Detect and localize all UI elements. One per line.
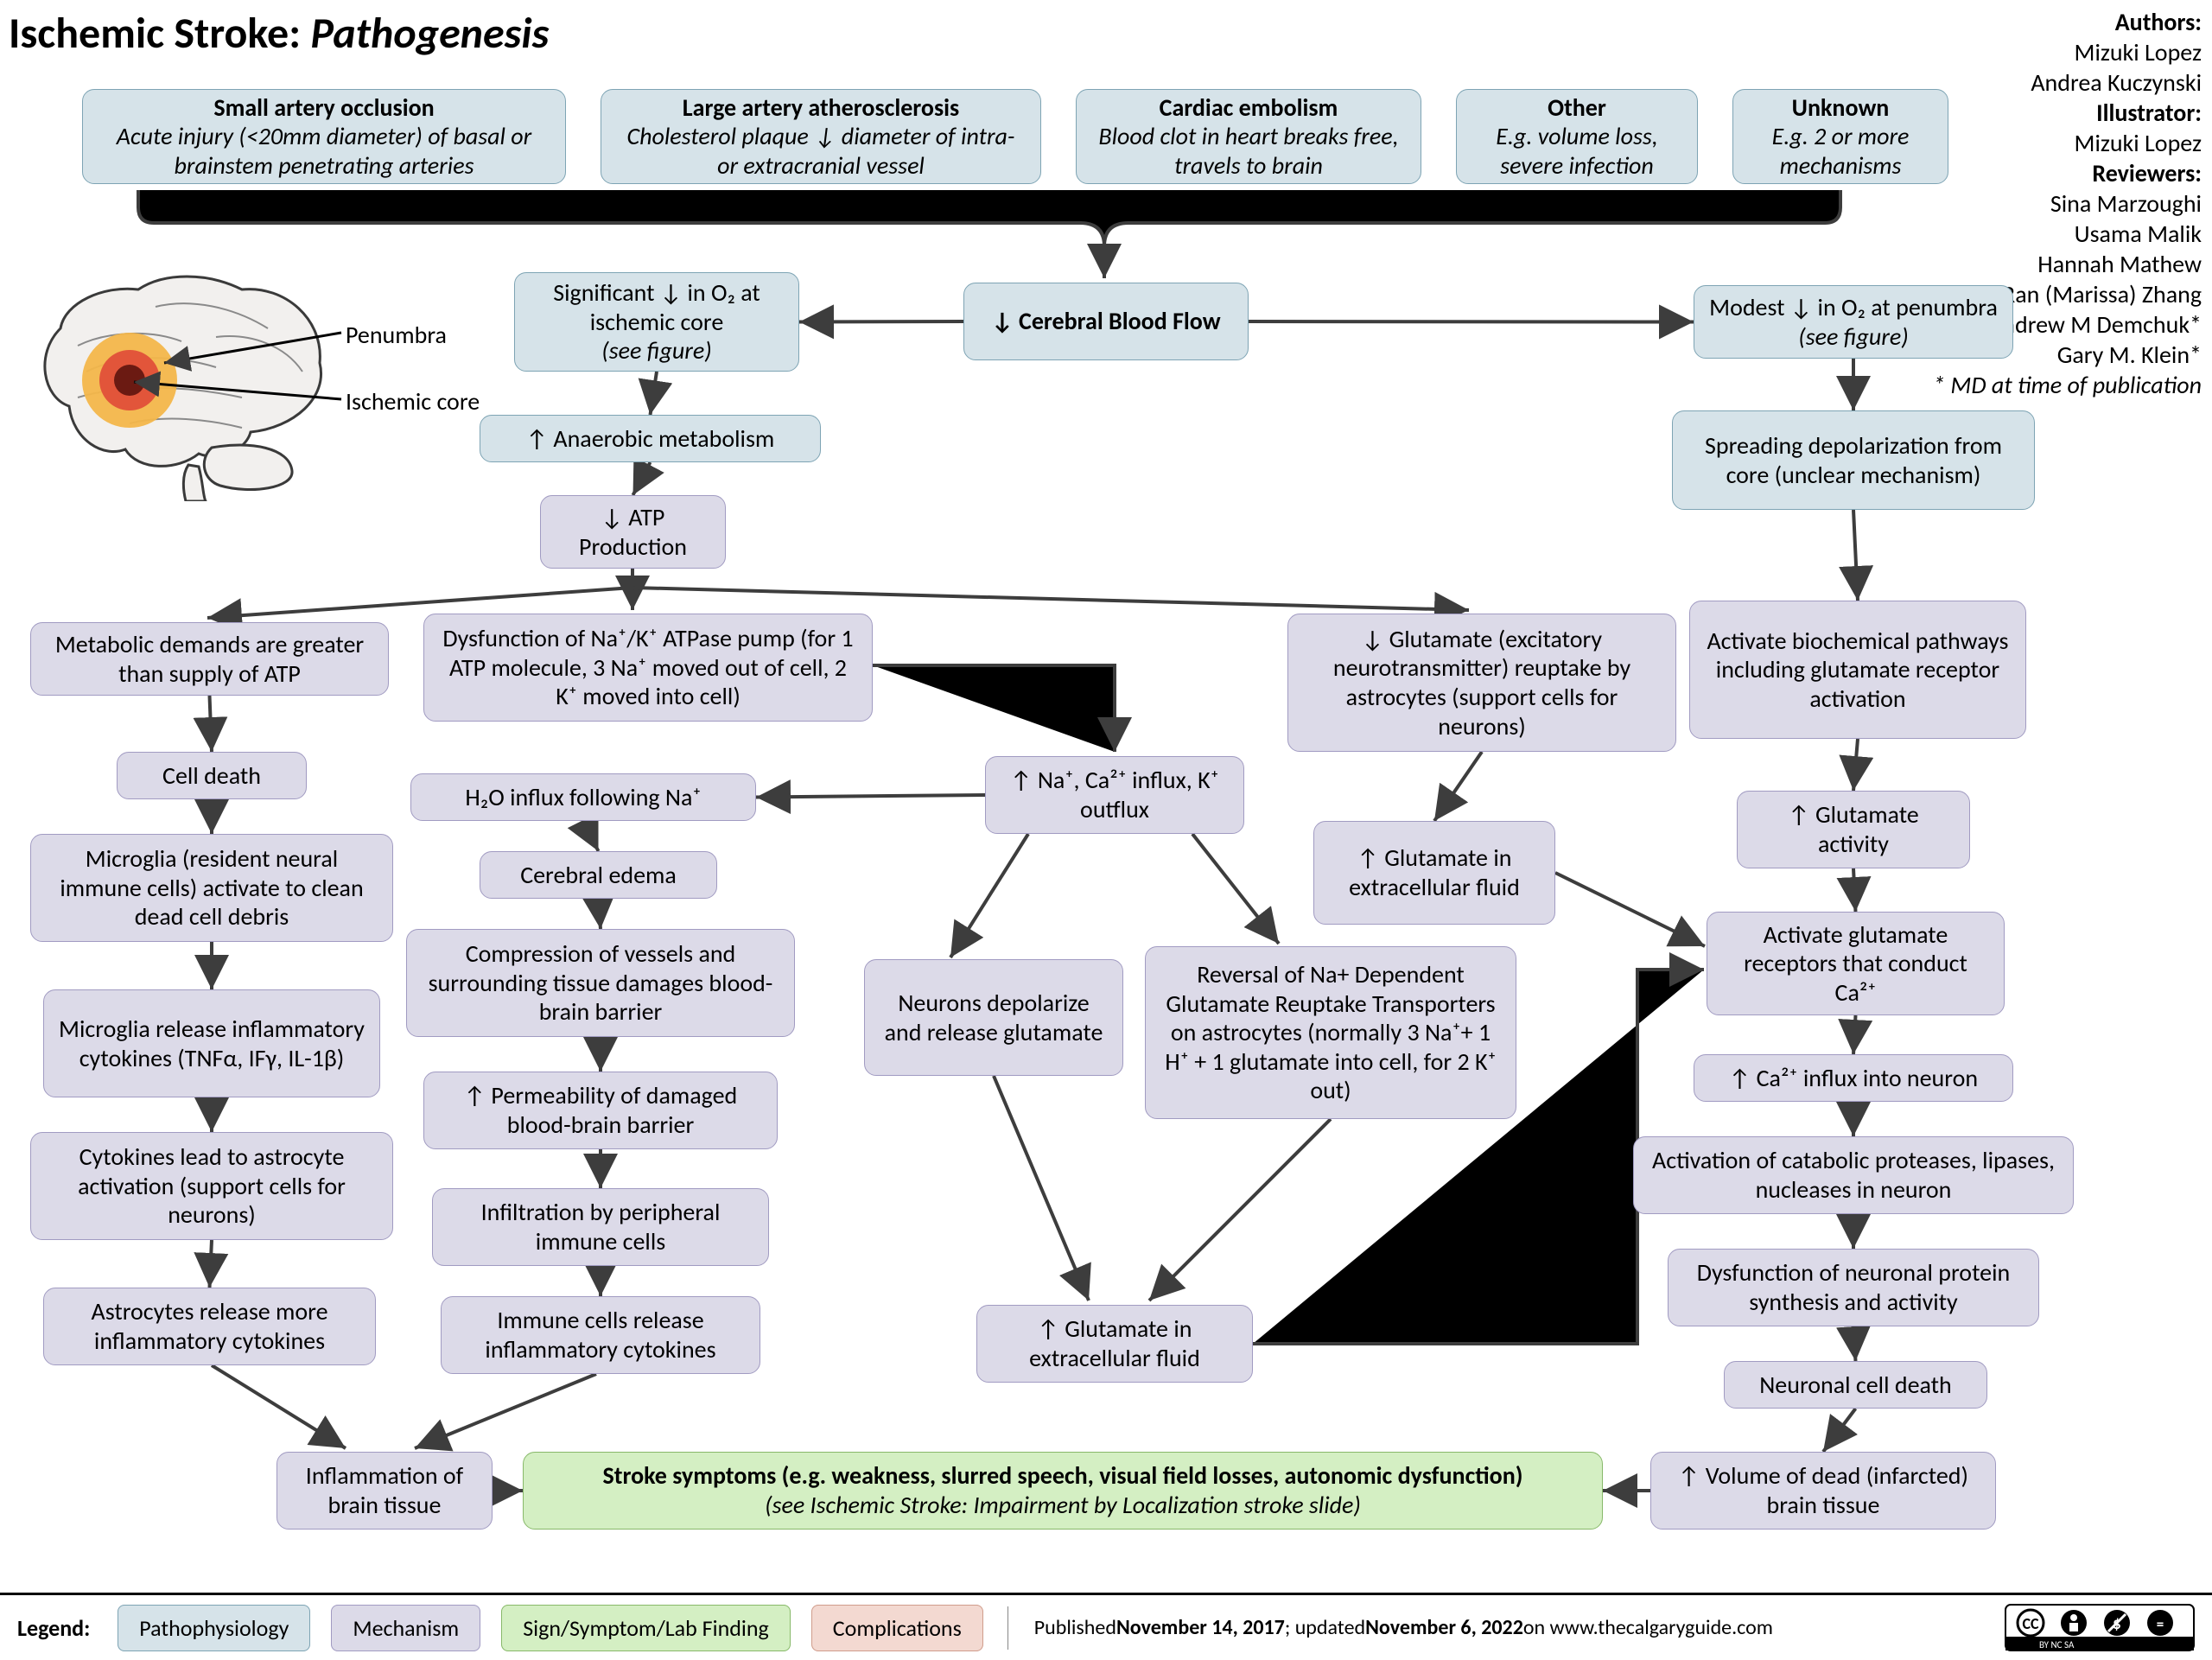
- node-n_cd: Cell death: [117, 752, 307, 799]
- node-n_ged: ↑ Glutamate in extracellular fluid: [1313, 821, 1555, 925]
- node-n_mic: Microglia (resident neural immune cells)…: [30, 834, 393, 942]
- node-n_met: Metabolic demands are greater than suppl…: [30, 622, 389, 696]
- cc-license-icon: CC $ = BY NC SA: [2005, 1604, 2195, 1651]
- node-n_sym: Stroke symptoms (e.g. weakness, slurred …: [523, 1452, 1603, 1530]
- node-n_arl: Astrocytes release more inflammatory cyt…: [43, 1288, 376, 1365]
- node-n_glr: ↓ Glutamate (excitatory neurotransmitter…: [1287, 614, 1676, 752]
- node-n_o2p: Modest ↓ in O₂ at penumbra (see figure): [1694, 285, 2013, 359]
- node-n_ast: Cytokines lead to astrocyte activation (…: [30, 1132, 393, 1240]
- reviewer-3: Ran (Marissa) Zhang: [2002, 279, 2202, 309]
- legend-chip-sign: Sign/Symptom/Lab Finding: [501, 1605, 791, 1651]
- node-n_cbf: ↓ Cerebral Blood Flow: [963, 283, 1249, 360]
- page-title: Ischemic Stroke: Pathogenesis: [9, 7, 549, 60]
- legend-bar: Legend: Pathophysiology Mechanism Sign/Sym…: [0, 1593, 2212, 1660]
- reviewer-5: Gary M. Klein*: [2057, 340, 2202, 370]
- author-0: Mizuki Lopez: [2075, 37, 2202, 67]
- node-n_cyt: Microglia release inflammatory cytokines…: [43, 989, 380, 1097]
- node-n_o2c: Significant ↓ in O₂ at ischemic core(see…: [514, 272, 799, 372]
- node-n_an: ↑ Anaerobic metabolism: [480, 415, 821, 462]
- node-n_ce: Cardiac embolismBlood clot in heart brea…: [1076, 89, 1421, 184]
- node-n_atp: ↓ ATP Production: [540, 495, 726, 569]
- svg-text:=: =: [2157, 1615, 2164, 1633]
- node-n_imr: Immune cells release inflammatory cytoki…: [441, 1296, 760, 1374]
- node-n_dys: Dysfunction of neuronal protein synthesi…: [1668, 1249, 2039, 1326]
- node-n_laa: Large artery atherosclerosisCholesterol …: [601, 89, 1041, 184]
- node-n_gef: ↑ Glutamate in extracellular fluid: [976, 1305, 1253, 1383]
- reviewers-h: Reviewers:: [2092, 158, 2202, 188]
- node-n_ndp: Neurons depolarize and release glutamate: [864, 959, 1123, 1076]
- node-n_ion: ↑ Na⁺, Ca²⁺ influx, K⁺ outflux: [985, 756, 1244, 834]
- node-n_cat: Activation of catabolic proteases, lipas…: [1633, 1136, 2074, 1214]
- svg-text:CC: CC: [2022, 1614, 2039, 1633]
- node-n_vol: ↑ Volume of dead (infarcted) brain tissu…: [1650, 1452, 1996, 1530]
- publication-info: Published November 14, 2017; updated Nov…: [1007, 1606, 2005, 1650]
- reviewer-4: Andrew M Demchuk*: [1988, 309, 2202, 340]
- legend-title: Legend:: [0, 1614, 107, 1642]
- node-n_cmp: Compression of vessels and surrounding t…: [406, 929, 795, 1037]
- node-n_cain: ↑ Ca²⁺ influx into neuron: [1694, 1054, 2013, 1102]
- brain-figure: [26, 259, 337, 501]
- ischemic-core: [114, 365, 145, 396]
- pub-date-1: November 14, 2017: [1116, 1615, 1285, 1640]
- legend-chip-patho: Pathophysiology: [118, 1605, 310, 1651]
- node-n_nak: Dysfunction of Na⁺/K⁺ ATPase pump (for 1…: [423, 614, 873, 722]
- node-n_oth: OtherE.g. volume loss, severe infection: [1456, 89, 1698, 184]
- label-penumbra: Penumbra: [346, 320, 447, 350]
- node-n_ncd: Neuronal cell death: [1724, 1361, 1987, 1409]
- title-sub: Pathogenesis: [310, 7, 549, 60]
- node-n_ced: Cerebral edema: [480, 851, 717, 899]
- node-n_sao: Small artery occlusionAcute injury (<20m…: [82, 89, 566, 184]
- authors-h: Authors:: [2115, 7, 2202, 37]
- reviewer-1: Usama Malik: [2075, 219, 2202, 249]
- author-1: Andrea Kuczynski: [2031, 67, 2202, 98]
- legend-chip-mech: Mechanism: [331, 1605, 480, 1651]
- node-n_h2o: H₂O influx following Na⁺: [410, 773, 756, 821]
- reviewer-0: Sina Marzoughi: [2050, 188, 2202, 219]
- reviewer-2: Hannah Mathew: [2037, 249, 2202, 279]
- node-n_agr: Activate glutamate receptors that conduc…: [1707, 912, 2005, 1015]
- legend-chip-comp: Complications: [811, 1605, 983, 1651]
- node-n_spd: Spreading depolarization from core (uncl…: [1672, 410, 2035, 510]
- label-core: Ischemic core: [346, 386, 480, 417]
- title-main: Ischemic Stroke:: [9, 7, 301, 60]
- node-n_rev: Reversal of Na+ Dependent Glutamate Reup…: [1145, 946, 1516, 1119]
- node-n_unk: UnknownE.g. 2 or more mechanisms: [1732, 89, 1948, 184]
- credits-note: * MD at time of publication: [1933, 370, 2202, 400]
- node-n_prm: ↑ Permeability of damaged blood-brain ba…: [423, 1072, 778, 1149]
- brainstem: [183, 465, 206, 501]
- node-n_ibt: Inflammation of brain tissue: [276, 1452, 493, 1530]
- svg-text:BY NC SA: BY NC SA: [2039, 1639, 2075, 1650]
- illustrator-h: Illustrator:: [2096, 98, 2202, 128]
- illustrator: Mizuki Lopez: [2075, 128, 2202, 158]
- node-n_abp: Activate biochemical pathways including …: [1689, 601, 2026, 739]
- node-n_inf: Infiltration by peripheral immune cells: [432, 1188, 769, 1266]
- cerebellum: [204, 445, 292, 489]
- pub-date-2: November 6, 2022: [1365, 1615, 1523, 1640]
- node-n_gla: ↑ Glutamate activity: [1737, 791, 1970, 868]
